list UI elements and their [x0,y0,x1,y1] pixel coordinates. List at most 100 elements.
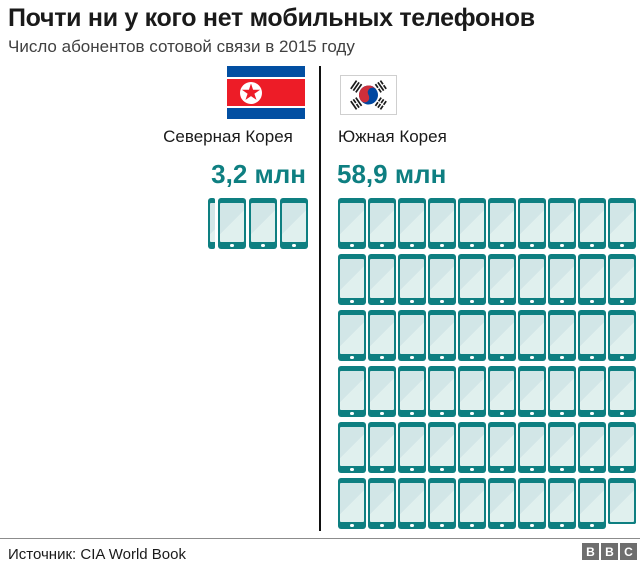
phone-home-button-icon [530,524,534,527]
phone-screen [400,483,424,522]
phone-icon [368,366,396,417]
phone-screen [520,259,544,298]
phone-home-button-icon [590,356,594,359]
phone-screen [520,371,544,410]
phone-screen [610,427,634,466]
phone-screen [340,371,364,410]
south-korea-phone-grid [338,198,638,529]
partial-phone-icon [608,478,636,524]
phone-screen [400,427,424,466]
phone-icon [518,478,546,529]
phone-home-button-icon [620,468,624,471]
phone-screen [370,427,394,466]
phone-screen [520,315,544,354]
phone-screen [550,483,574,522]
phone-icon [608,254,636,305]
phone-icon [488,198,516,249]
phone-screen [400,371,424,410]
phone-icon [578,478,606,529]
phone-screen [520,427,544,466]
phone-icon [608,366,636,417]
phone-screen [490,203,514,242]
phone-home-button-icon [380,468,384,471]
phone-home-button-icon [230,244,234,247]
nk-flag-white-stripe-top [227,77,305,79]
sk-trigram-gon [374,97,387,110]
phone-home-button-icon [560,356,564,359]
phone-icon [398,366,426,417]
phone-home-button-icon [410,356,414,359]
nk-flag-white-disc [240,81,262,104]
phone-home-button-icon [380,412,384,415]
nk-flag-red-band [227,79,305,106]
phone-icon [428,198,456,249]
phone-screen [370,483,394,522]
phone-screen [430,371,454,410]
phone-icon [398,478,426,529]
phone-icon [578,366,606,417]
phone-home-button-icon [470,524,474,527]
phone-home-button-icon [380,300,384,303]
phone-home-button-icon [620,356,624,359]
phone-home-button-icon [440,412,444,415]
phone-icon [548,310,576,361]
phone-icon [398,254,426,305]
phone-home-button-icon [590,300,594,303]
phone-home-button-icon [410,244,414,247]
phone-screen [550,203,574,242]
phone-screen [340,259,364,298]
phone-screen [400,315,424,354]
phone-home-button-icon [620,412,624,415]
phone-icon [428,366,456,417]
phone-home-button-icon [380,524,384,527]
phone-screen [550,259,574,298]
nk-flag-blue-stripe-bottom [227,108,305,119]
phone-screen [490,315,514,354]
phone-home-button-icon [440,300,444,303]
phone-icon [488,366,516,417]
phone-icon [578,422,606,473]
north-korea-value: 3,2 млн [211,159,306,189]
phone-screen [430,259,454,298]
bbc-logo-block-b1: B [582,543,599,560]
phone-home-button-icon [530,356,534,359]
phone-icon [428,478,456,529]
phone-screen [340,203,364,242]
phone-home-button-icon [410,300,414,303]
bbc-logo: B B C [582,543,637,560]
phone-screen [460,315,484,354]
phone-icon [488,310,516,361]
phone-home-button-icon [440,468,444,471]
phone-home-button-icon [590,468,594,471]
phone-home-button-icon [560,468,564,471]
sk-trigram-gam [374,80,387,93]
phone-home-button-icon [590,244,594,247]
phone-screen [430,203,454,242]
page-subtitle: Число абонентов сотовой связи в 2015 год… [8,37,355,56]
south-korea-value: 58,9 млн [337,159,447,189]
phone-home-button-icon [530,300,534,303]
phone-screen [220,203,244,242]
nk-flag-white-stripe-bottom [227,106,305,108]
phone-home-button-icon [590,524,594,527]
phone-screen [370,371,394,410]
phone-screen [400,259,424,298]
north-korea-phone-grid [208,198,308,249]
phone-icon [488,422,516,473]
phone-home-button-icon [410,468,414,471]
phone-icon [368,198,396,249]
phone-screen [580,315,604,354]
phone-screen [400,203,424,242]
nk-flag-red-star-icon [241,83,261,100]
phone-screen [460,427,484,466]
phone-icon [398,310,426,361]
page-title: Почти ни у кого нет мобильных телефонов [8,4,535,32]
phone-icon [548,478,576,529]
phone-home-button-icon [620,300,624,303]
phone-screen [282,203,306,242]
phone-screen [520,483,544,522]
footer-divider-line [0,538,640,539]
phone-icon [338,478,366,529]
phone-icon [208,198,215,249]
